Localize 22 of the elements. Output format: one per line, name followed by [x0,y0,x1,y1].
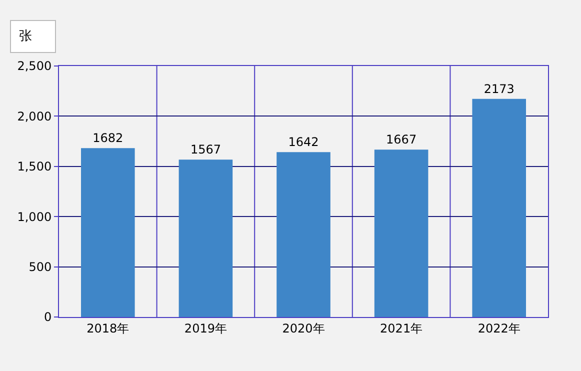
y-axis-title: 张 [19,29,32,44]
y-tick-label: 0 [44,310,52,324]
data-label: 2173 [484,82,514,96]
x-tick-label: 2020年 [282,321,325,336]
bar [81,148,135,317]
y-tick-label: 1,000 [17,210,52,224]
bar [178,160,233,317]
data-label: 1642 [288,135,319,150]
bar [276,152,330,317]
y-tick-label: 2,000 [17,109,52,124]
x-tick-label: 2018年 [86,321,130,336]
y-tick-label: 2,500 [17,59,52,74]
x-tick-label: 2021年 [380,321,423,336]
y-tick-label: 1,500 [17,160,52,174]
bar [472,98,526,317]
bar [374,150,428,317]
data-label: 1667 [386,132,417,147]
data-label: 1567 [190,142,221,157]
y-tick-label: 500 [28,260,52,274]
x-tick-label: 2019年 [184,321,227,336]
data-label: 1682 [92,131,124,146]
x-tick-label: 2022年 [478,321,520,336]
